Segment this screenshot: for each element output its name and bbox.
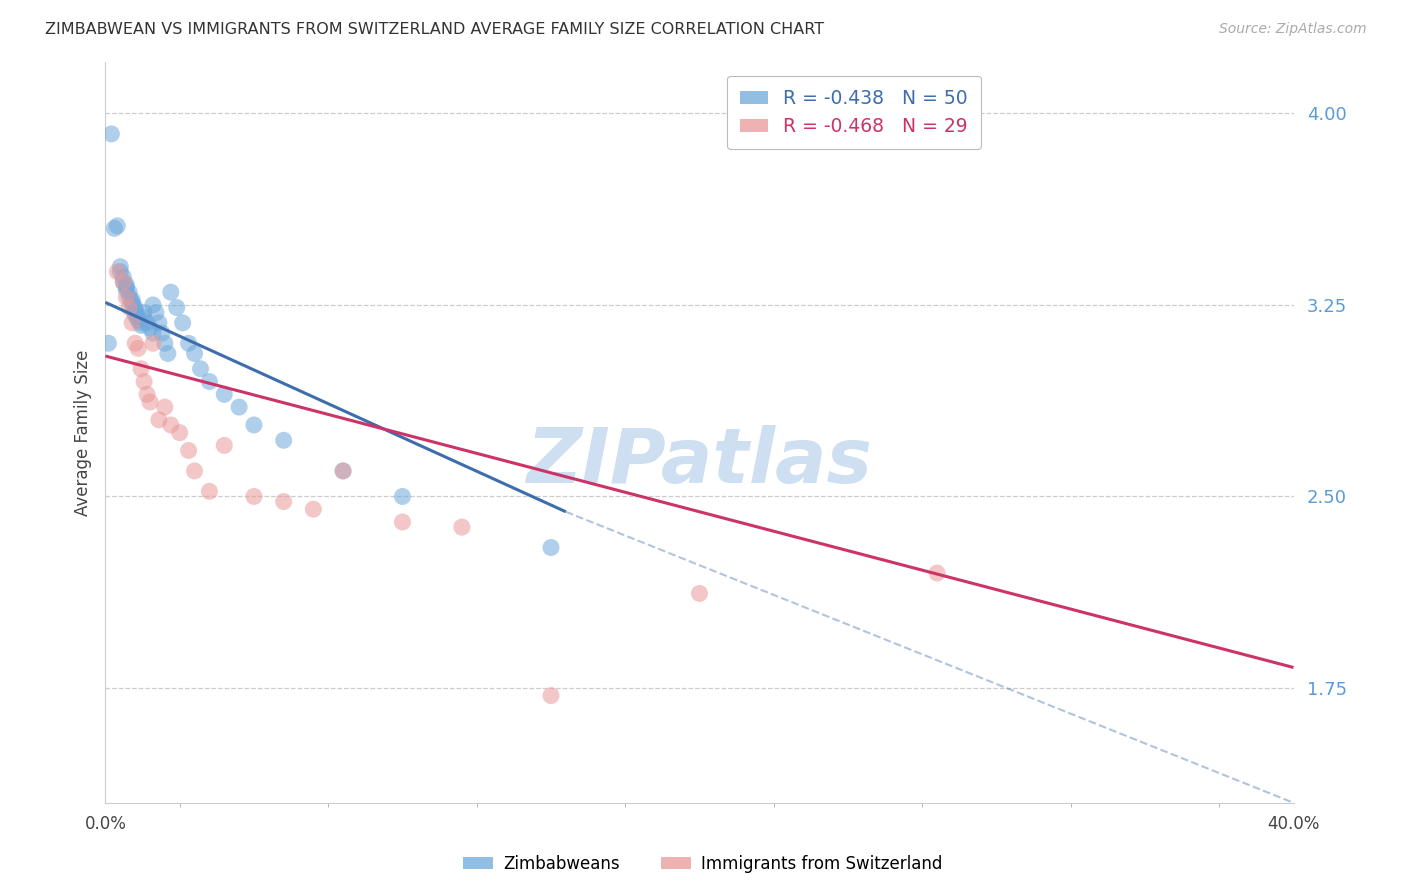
- Point: [391, 490, 413, 504]
- Text: Source: ZipAtlas.com: Source: ZipAtlas.com: [1219, 22, 1367, 37]
- Point: [129, 361, 152, 376]
- Point: [124, 336, 146, 351]
- Point: [159, 417, 181, 432]
- Point: [150, 326, 173, 340]
- Point: [124, 301, 146, 315]
- Point: [142, 298, 165, 312]
- Point: [121, 293, 143, 307]
- Point: [127, 310, 149, 325]
- Point: [450, 520, 472, 534]
- Point: [139, 321, 162, 335]
- Point: [129, 316, 152, 330]
- Point: [153, 400, 176, 414]
- Point: [159, 285, 181, 300]
- Point: [228, 400, 250, 414]
- Point: [145, 305, 167, 319]
- Point: [124, 303, 146, 318]
- Point: [927, 566, 949, 580]
- Point: [97, 336, 120, 351]
- Point: [100, 127, 122, 141]
- Point: [190, 361, 212, 376]
- Point: [148, 316, 170, 330]
- Point: [169, 425, 191, 440]
- Point: [103, 221, 125, 235]
- Point: [124, 305, 146, 319]
- Point: [136, 316, 159, 330]
- Point: [198, 375, 221, 389]
- Point: [166, 301, 188, 315]
- Point: [115, 290, 138, 304]
- Point: [112, 275, 135, 289]
- Point: [273, 494, 295, 508]
- Point: [183, 346, 205, 360]
- Point: [153, 336, 176, 351]
- Text: ZIMBABWEAN VS IMMIGRANTS FROM SWITZERLAND AVERAGE FAMILY SIZE CORRELATION CHART: ZIMBABWEAN VS IMMIGRANTS FROM SWITZERLAN…: [45, 22, 824, 37]
- Point: [105, 265, 128, 279]
- Point: [243, 490, 266, 504]
- Point: [115, 280, 138, 294]
- Point: [127, 313, 149, 327]
- Point: [540, 541, 562, 555]
- Legend: Zimbabweans, Immigrants from Switzerland: Zimbabweans, Immigrants from Switzerland: [457, 848, 949, 880]
- Point: [214, 438, 236, 452]
- Point: [132, 305, 155, 319]
- Point: [391, 515, 413, 529]
- Point: [112, 275, 135, 289]
- Point: [115, 277, 138, 292]
- Point: [132, 310, 155, 325]
- Point: [198, 484, 221, 499]
- Point: [177, 336, 200, 351]
- Point: [129, 318, 152, 333]
- Point: [115, 283, 138, 297]
- Point: [689, 586, 711, 600]
- Point: [124, 308, 146, 322]
- Point: [110, 260, 132, 274]
- Point: [121, 295, 143, 310]
- Point: [332, 464, 354, 478]
- Point: [172, 316, 194, 330]
- Point: [214, 387, 236, 401]
- Point: [139, 395, 162, 409]
- Legend: R = -0.438   N = 50, R = -0.468   N = 29: R = -0.438 N = 50, R = -0.468 N = 29: [727, 76, 981, 149]
- Point: [118, 301, 141, 315]
- Y-axis label: Average Family Size: Average Family Size: [73, 350, 91, 516]
- Point: [302, 502, 325, 516]
- Point: [156, 346, 179, 360]
- Point: [136, 387, 159, 401]
- Point: [127, 310, 149, 325]
- Point: [142, 336, 165, 351]
- Point: [110, 265, 132, 279]
- Point: [183, 464, 205, 478]
- Point: [177, 443, 200, 458]
- Point: [121, 316, 143, 330]
- Point: [127, 342, 149, 356]
- Text: ZIPatlas: ZIPatlas: [526, 425, 873, 500]
- Point: [118, 285, 141, 300]
- Point: [112, 269, 135, 284]
- Point: [243, 417, 266, 432]
- Point: [105, 219, 128, 233]
- Point: [332, 464, 354, 478]
- Point: [132, 375, 155, 389]
- Point: [121, 298, 143, 312]
- Point: [273, 434, 295, 448]
- Point: [118, 290, 141, 304]
- Point: [540, 689, 562, 703]
- Point: [142, 326, 165, 340]
- Point: [148, 413, 170, 427]
